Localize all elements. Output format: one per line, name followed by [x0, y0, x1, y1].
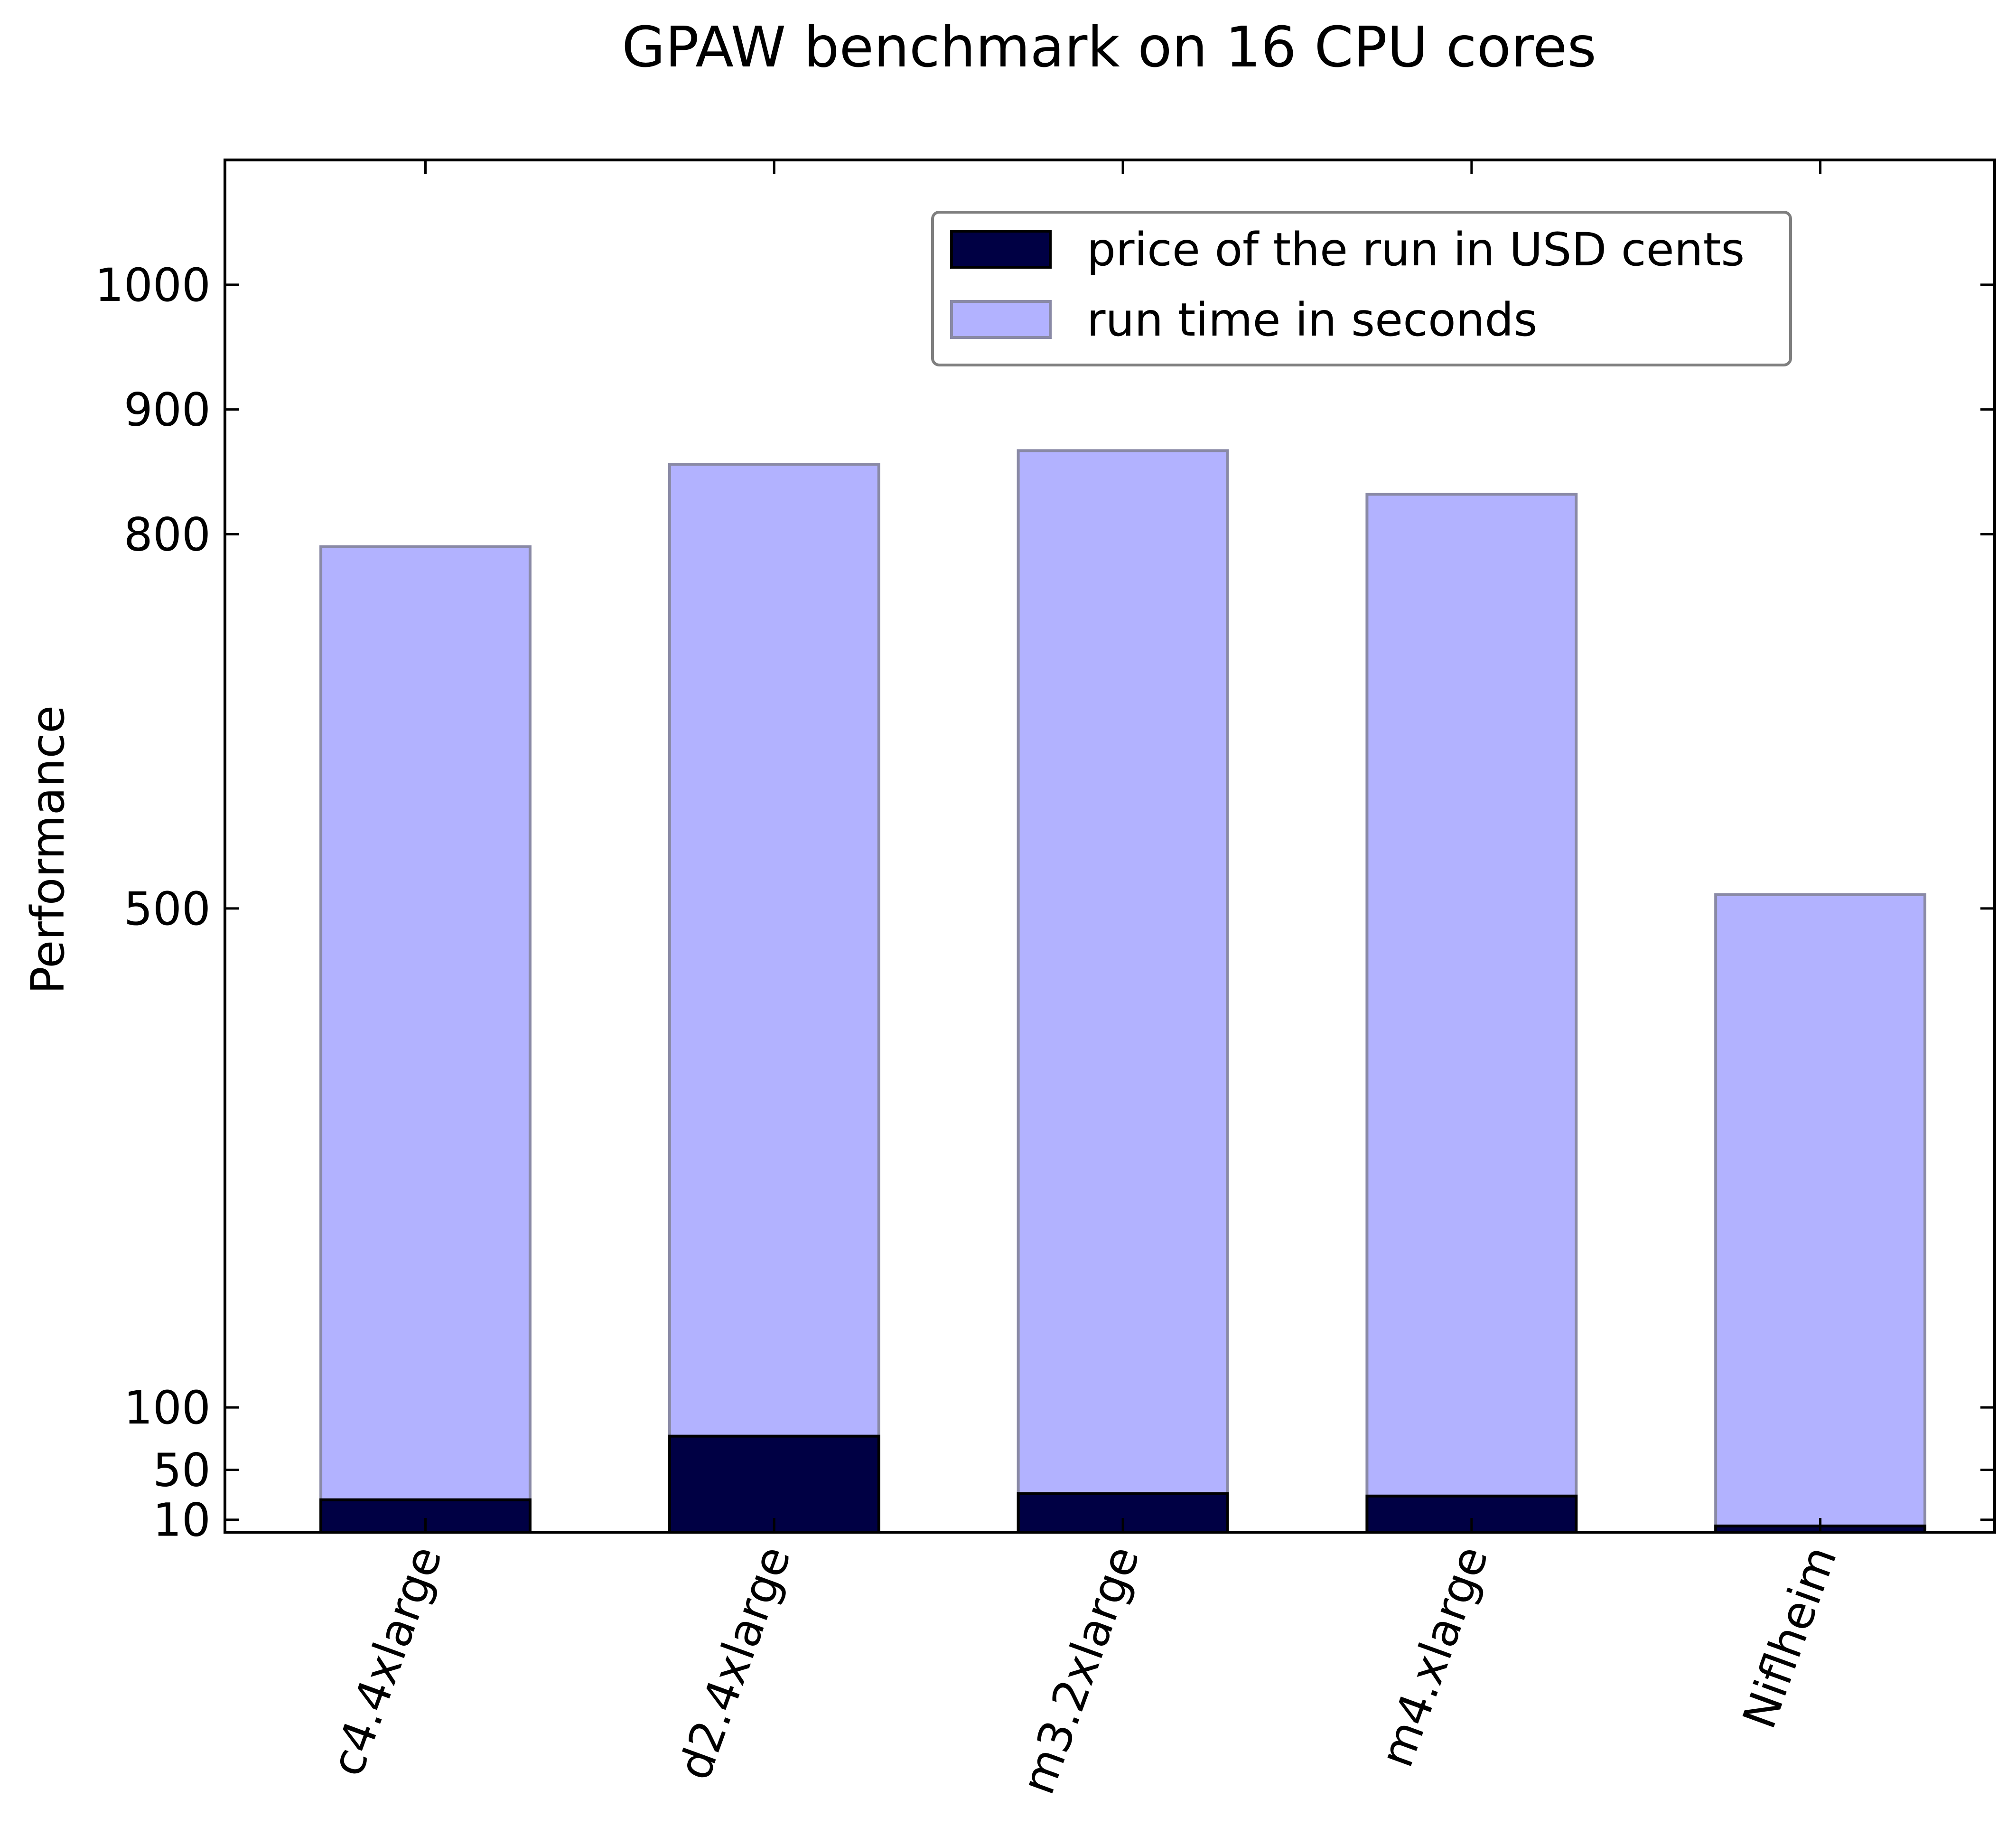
- bar-run-time-d2-4xlarge: [668, 463, 880, 1534]
- y-tick-label: 1000: [95, 259, 211, 312]
- y-tick-label: 900: [124, 384, 211, 437]
- legend-swatch-run-time: [950, 300, 1052, 339]
- y-axis-label: Performance: [21, 705, 75, 994]
- bars-layer: [319, 449, 1927, 1534]
- axes-layer: [224, 159, 1996, 1534]
- y-tick-label: 800: [124, 508, 211, 561]
- legend: price of the run in USD cents run time in…: [931, 211, 1792, 366]
- plot-frame: [224, 159, 1996, 1534]
- bar-run-time-c4-4xlarge: [319, 545, 532, 1534]
- bar-run-time-m3-2xlarge: [1017, 449, 1229, 1534]
- y-tick-label: 100: [124, 1381, 211, 1434]
- legend-label-run-time: run time in seconds: [1087, 293, 1538, 347]
- y-tick-label: 500: [124, 882, 211, 936]
- legend-label-price: price of the run in USD cents: [1087, 223, 1745, 276]
- x-tick-label: Niflheim: [1732, 1539, 1847, 1735]
- legend-swatch-price: [950, 230, 1052, 269]
- legend-box: [931, 211, 1792, 366]
- bar-price-d2-4xlarge: [668, 1434, 880, 1534]
- bar-run-time-niflheim: [1714, 893, 1927, 1534]
- x-tick-label: c4.4xlarge: [320, 1539, 452, 1783]
- y-tick-label: 50: [153, 1444, 211, 1497]
- x-tick-label: m3.2xlarge: [1011, 1539, 1150, 1801]
- x-tick-label: d2.4xlarge: [668, 1539, 801, 1787]
- bar-run-time-m4-xlarge: [1365, 493, 1578, 1534]
- y-tick-label: 10: [153, 1494, 211, 1547]
- x-tick-label: m4.xlarge: [1370, 1539, 1498, 1774]
- chart-title: GPAW benchmark on 16 CPU cores: [622, 14, 1596, 80]
